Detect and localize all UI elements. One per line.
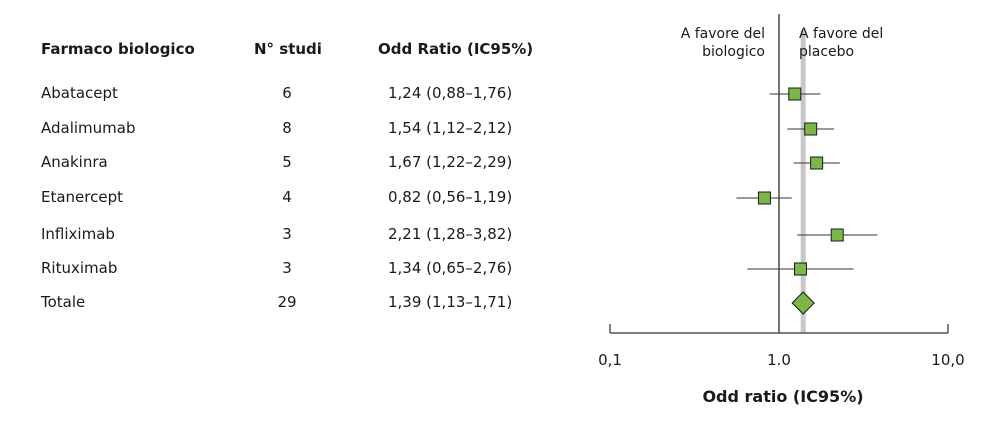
row-drug-name: Rituximab <box>41 259 118 277</box>
row-study-count: 5 <box>282 153 292 171</box>
row-odds-ratio: 1,54 (1,12–2,12) <box>388 119 513 137</box>
row-drug-name: Infliximab <box>41 225 115 243</box>
header-or: Odd Ratio (IC95%) <box>378 40 534 58</box>
study-marker <box>810 156 824 170</box>
row-drug-name: Adalimumab <box>41 119 136 137</box>
row-drug-name: Abatacept <box>41 84 118 102</box>
study-marker <box>757 191 771 205</box>
header-studies: N° studi <box>254 40 322 58</box>
study-marker <box>793 262 807 276</box>
annotation-favors-placebo: placebo <box>799 44 854 60</box>
study-marker <box>788 87 802 101</box>
x-tick-label: 1.0 <box>767 351 791 369</box>
x-axis-title: Odd ratio (IC95%) <box>702 387 863 406</box>
row-odds-ratio: 0,82 (0,56–1,19) <box>388 188 513 206</box>
annotation-favors-placebo: A favore del <box>799 26 883 42</box>
annotation-favors-biologic: A favore del <box>681 26 765 42</box>
header-drug: Farmaco biologico <box>41 40 195 58</box>
row-study-count: 3 <box>282 259 292 277</box>
row-study-count: 29 <box>277 293 297 311</box>
row-drug-name: Etanercept <box>41 188 124 206</box>
study-marker <box>804 122 818 136</box>
row-odds-ratio: 1,24 (0,88–1,76) <box>388 84 513 102</box>
row-study-count: 8 <box>282 119 292 137</box>
row-study-count: 4 <box>282 188 292 206</box>
row-drug-name: Anakinra <box>41 153 108 171</box>
annotation-favors-biologic: biologico <box>702 44 765 60</box>
row-odds-ratio: 1,67 (1,22–2,29) <box>388 153 513 171</box>
row-drug-name: Totale <box>41 293 86 311</box>
row-odds-ratio: 2,21 (1,28–3,82) <box>388 225 513 243</box>
row-study-count: 6 <box>282 84 292 102</box>
row-study-count: 3 <box>282 225 292 243</box>
summary-diamond <box>791 291 815 315</box>
row-odds-ratio: 1,39 (1,13–1,71) <box>388 293 513 311</box>
x-tick-label: 0,1 <box>598 351 622 369</box>
study-marker <box>830 228 844 242</box>
x-tick-label: 10,0 <box>931 351 964 369</box>
row-odds-ratio: 1,34 (0,65–2,76) <box>388 259 513 277</box>
